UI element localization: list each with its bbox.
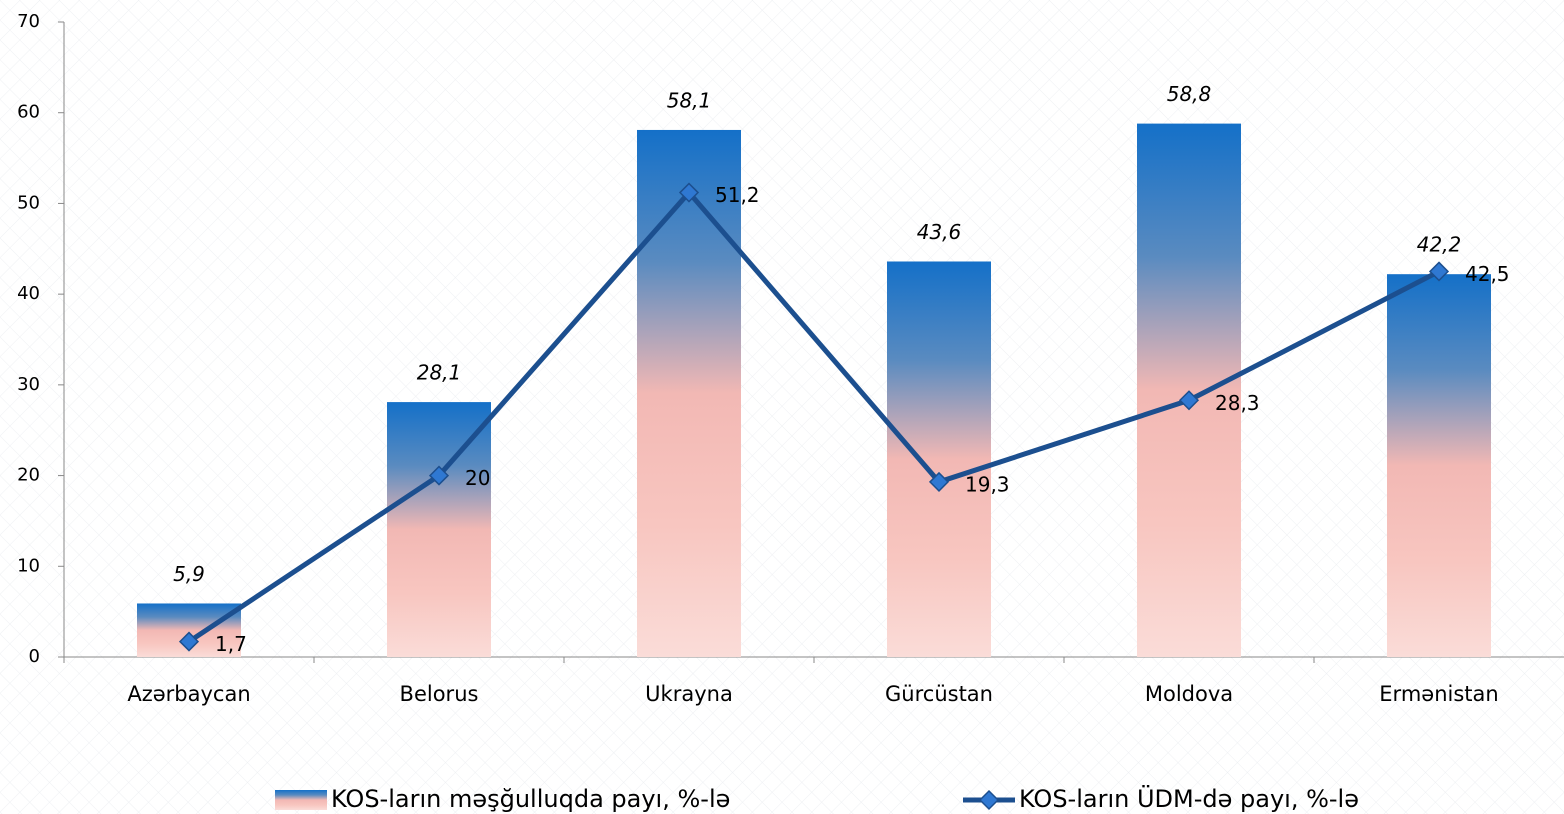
line-marker bbox=[1428, 261, 1450, 282]
line-value-label: 1,7 bbox=[215, 632, 247, 656]
y-tick-label: 60 bbox=[17, 102, 40, 123]
bar-value-label: 42,2 bbox=[1417, 233, 1462, 257]
legend-swatch bbox=[275, 790, 327, 810]
line-marker bbox=[1178, 390, 1200, 411]
bar bbox=[637, 129, 741, 657]
line-value-label: 42,5 bbox=[1465, 262, 1510, 286]
line-value-label: 28,3 bbox=[1215, 391, 1260, 415]
bar-value-label: 28,1 bbox=[417, 361, 462, 385]
x-tick-label: Moldova bbox=[1145, 682, 1233, 706]
legend-label: KOS-ların ÜDM-də payı, %-lə bbox=[1019, 784, 1359, 813]
x-tick-label: Ermənistan bbox=[1379, 682, 1498, 706]
x-tick-label: Gürcüstan bbox=[885, 682, 993, 706]
line-marker bbox=[428, 465, 450, 486]
bar bbox=[387, 402, 491, 657]
line-marker bbox=[178, 631, 200, 652]
y-tick-label: 40 bbox=[17, 283, 40, 304]
y-tick-label: 20 bbox=[17, 465, 40, 486]
bar-value-label: 43,6 bbox=[917, 220, 962, 244]
legend-label: KOS-ların məşğulluqda payı, %-lə bbox=[331, 785, 730, 813]
x-tick-label: Ukrayna bbox=[645, 682, 733, 706]
line bbox=[187, 188, 1441, 644]
bar-value-label: 58,1 bbox=[667, 88, 712, 112]
legend-marker bbox=[978, 789, 1000, 811]
y-tick-label: 30 bbox=[17, 374, 40, 395]
y-tick-label: 0 bbox=[29, 646, 40, 667]
y-tick-label: 70 bbox=[17, 11, 40, 32]
x-tick-label: Azərbaycan bbox=[127, 682, 250, 706]
bar bbox=[887, 261, 991, 657]
y-tick-label: 10 bbox=[17, 555, 40, 576]
bar-value-label: 5,9 bbox=[173, 562, 205, 586]
line-marker bbox=[928, 471, 950, 492]
line-marker bbox=[678, 182, 700, 203]
y-tick-label: 50 bbox=[17, 192, 40, 213]
x-tick-label: Belorus bbox=[400, 682, 479, 706]
line-value-label: 51,2 bbox=[715, 183, 760, 207]
line-value-label: 19,3 bbox=[965, 472, 1010, 496]
bar-value-label: 58,8 bbox=[1167, 82, 1212, 106]
line-value-label: 20 bbox=[465, 466, 490, 490]
bar bbox=[1387, 274, 1491, 657]
